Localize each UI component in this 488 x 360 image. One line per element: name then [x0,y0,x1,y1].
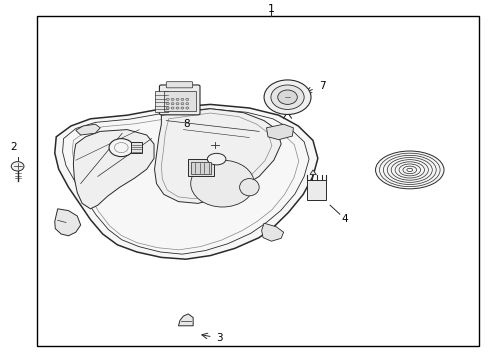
Circle shape [185,98,188,100]
Polygon shape [266,124,293,140]
Polygon shape [76,124,100,135]
Text: 7: 7 [319,81,325,91]
Circle shape [185,107,188,109]
Text: 5: 5 [237,166,244,176]
Circle shape [185,103,188,105]
Circle shape [176,103,179,105]
Polygon shape [261,223,283,241]
Text: 4: 4 [341,213,347,224]
FancyBboxPatch shape [159,85,200,115]
Ellipse shape [207,153,225,165]
Text: 6: 6 [129,166,136,176]
Polygon shape [309,170,316,175]
Circle shape [277,90,297,104]
Text: 3: 3 [215,333,222,343]
Circle shape [270,85,304,109]
Bar [190,162,211,174]
Polygon shape [55,209,81,236]
Circle shape [176,98,179,100]
Polygon shape [178,314,193,326]
Ellipse shape [190,160,254,207]
Bar [154,91,168,112]
Circle shape [176,107,179,109]
Circle shape [166,98,169,100]
Bar [188,159,213,176]
Circle shape [181,107,183,109]
Bar [306,180,325,200]
Ellipse shape [375,151,443,189]
Circle shape [11,162,24,171]
Circle shape [166,103,169,105]
Text: 8: 8 [183,119,190,129]
Circle shape [109,139,133,157]
Circle shape [181,98,183,100]
Circle shape [166,107,169,109]
Bar [163,91,195,111]
Text: 9: 9 [436,164,443,174]
Text: 2: 2 [10,142,17,152]
FancyBboxPatch shape [166,82,192,88]
Bar [131,142,142,153]
Text: 1: 1 [267,4,274,14]
Circle shape [171,107,174,109]
Polygon shape [55,104,317,259]
Circle shape [264,80,310,114]
Polygon shape [154,109,281,203]
Ellipse shape [239,179,259,196]
Circle shape [181,103,183,105]
Circle shape [171,103,174,105]
Circle shape [171,98,174,100]
Polygon shape [73,130,154,209]
